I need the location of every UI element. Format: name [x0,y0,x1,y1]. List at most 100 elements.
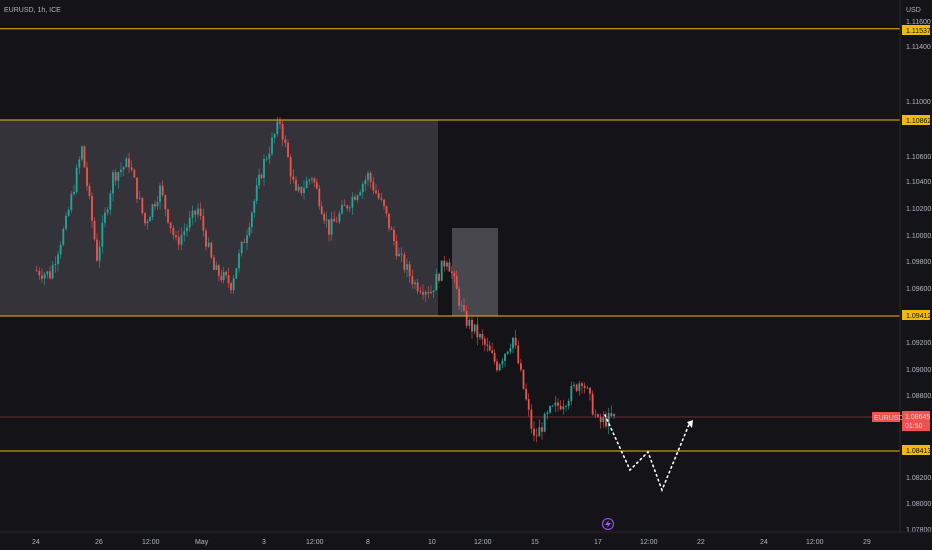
price-tick: 1.08200 [906,475,931,482]
candle-body [183,231,186,235]
candle-body [591,393,594,415]
candle-body [395,241,398,257]
candle-body [96,239,98,261]
candle-body [57,254,59,264]
candle-body [411,276,414,285]
candle-body [496,361,498,371]
price-tick: 1.11000 [906,99,931,106]
candle-body [597,414,599,417]
candle-body [432,290,435,293]
candle-body [424,292,427,295]
candle-body [141,197,144,213]
candle-body [443,260,446,267]
candle-body [146,221,149,224]
candle-body [330,218,333,235]
price-tick: 1.10600 [906,154,931,161]
candle-body [205,230,207,247]
candle-body [554,402,557,406]
candle-body [527,399,530,410]
candle-body [549,406,551,413]
candle-body [91,195,93,221]
candle-body [517,345,520,364]
candle-body [255,185,258,201]
candle-body [361,184,364,193]
price-tick: 1.09200 [906,340,931,347]
price-tick: 1.10200 [906,206,931,213]
candle-body [217,265,220,276]
candle-body [199,208,202,216]
candle-body [567,400,570,407]
candle-body [213,257,215,270]
candle-body [400,253,403,255]
candle-body [238,253,240,269]
candle-body [589,387,591,394]
time-tick: 26 [95,539,103,546]
candle-body [530,409,533,429]
candle-body [364,179,367,185]
time-tick: 24 [760,539,768,546]
candle-body [104,212,106,223]
price-tick: 1.08000 [906,501,931,508]
candle-body [388,213,390,229]
candle-body [122,167,125,170]
time-tick: 12:00 [306,539,324,546]
candle-body [106,209,109,213]
candle-body [289,157,292,177]
candle-body [506,351,509,354]
candle-body [522,369,525,389]
candle-body [535,435,538,437]
candle-body [607,413,610,427]
candle-body [501,360,504,365]
level-tags: 1.11537 1.10862 1.09412 1.08413 [902,25,931,455]
candle-body [543,414,546,432]
candle-body [519,363,522,370]
candle-body [227,275,230,284]
candle-body [602,417,605,423]
candle-body [207,242,210,247]
candle-body [320,206,323,214]
candle-body [525,388,528,400]
candle-body [62,229,65,245]
candle-body [265,158,268,160]
candle-body [460,305,463,306]
candle-body [260,174,263,178]
candle-body [130,167,133,170]
candle-body [284,139,287,143]
candle-body [73,192,75,195]
candle-body [509,348,512,352]
price-ticks: 1.11600 1.11400 1.11000 1.10600 1.10400 … [906,19,931,534]
candle-body [172,228,175,236]
candle-body [541,427,543,432]
range-box-large [0,120,438,316]
time-tick: 15 [531,539,539,546]
candle-body [210,242,213,258]
candle-body [458,289,461,306]
candle-body [243,241,246,243]
candle-body [268,153,271,159]
time-tick: May [195,539,209,546]
price-tick: 1.09600 [906,286,931,293]
candle-body [114,172,117,181]
candle-body [93,220,96,240]
candle-body [453,273,456,277]
candle-body [583,385,586,389]
lightning-icon[interactable] [602,518,614,530]
candle-body [149,217,151,222]
candle-body [465,310,468,326]
candle-body [375,190,377,194]
candle-body [188,217,191,228]
candle-body [446,262,448,267]
candle-body [335,221,338,223]
candle-body [311,178,313,180]
candle-body [488,345,491,351]
candle-body [303,188,305,194]
candle-body [305,180,308,189]
candle-body [120,169,122,173]
candle-body [180,234,183,245]
candle-body [538,427,541,437]
candle-body [380,198,383,200]
candle-body [498,364,501,371]
candle-body [408,264,411,277]
candle-body [512,337,514,349]
